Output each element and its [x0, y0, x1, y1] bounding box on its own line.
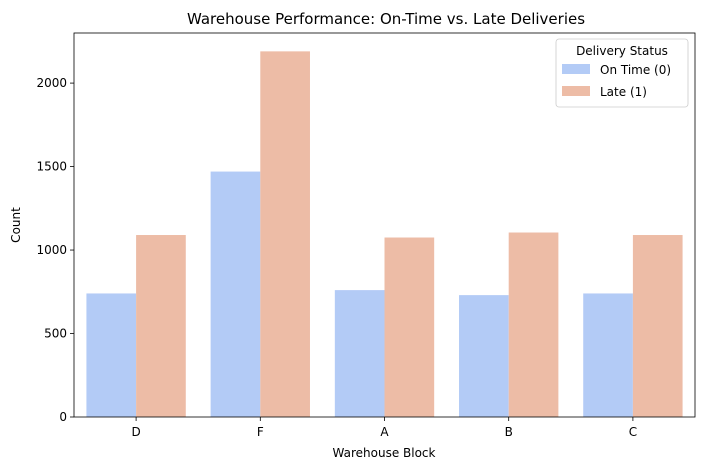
y-axis: 0 500 1000 1500 2000	[36, 76, 74, 424]
bar-C-on-time	[583, 293, 633, 417]
y-tick-label: 1000	[36, 243, 67, 257]
bar-A-on-time	[334, 290, 385, 417]
bar-D-late	[136, 235, 186, 417]
x-axis-label: Warehouse Block	[333, 446, 436, 460]
bar-B-on-time	[459, 295, 509, 417]
x-tick-label: A	[380, 425, 389, 439]
legend-title: Delivery Status	[576, 44, 668, 58]
legend-label: Late (1)	[600, 85, 647, 99]
x-tick-label: C	[629, 425, 637, 439]
y-tick-label: 1500	[36, 160, 67, 174]
legend-label: On Time (0)	[600, 63, 671, 77]
x-tick-label: D	[131, 425, 140, 439]
bar-B-late	[508, 232, 559, 417]
chart-title: Warehouse Performance: On-Time vs. Late …	[187, 10, 585, 28]
y-axis-label: Count	[9, 207, 23, 243]
x-tick-label: F	[257, 425, 264, 439]
x-tick-label: B	[505, 425, 513, 439]
y-tick-label: 0	[59, 410, 67, 424]
bar-F-late	[260, 51, 310, 417]
legend: Delivery Status On Time (0) Late (1)	[555, 38, 689, 108]
legend-swatch	[562, 64, 590, 74]
bar-D-on-time	[86, 293, 137, 417]
y-tick-label: 2000	[36, 76, 67, 90]
bars	[86, 51, 683, 417]
bar-C-late	[632, 235, 683, 417]
y-tick-label: 500	[44, 327, 67, 341]
bar-A-late	[384, 237, 435, 417]
legend-swatch	[562, 86, 590, 96]
bar-F-on-time	[210, 171, 261, 417]
